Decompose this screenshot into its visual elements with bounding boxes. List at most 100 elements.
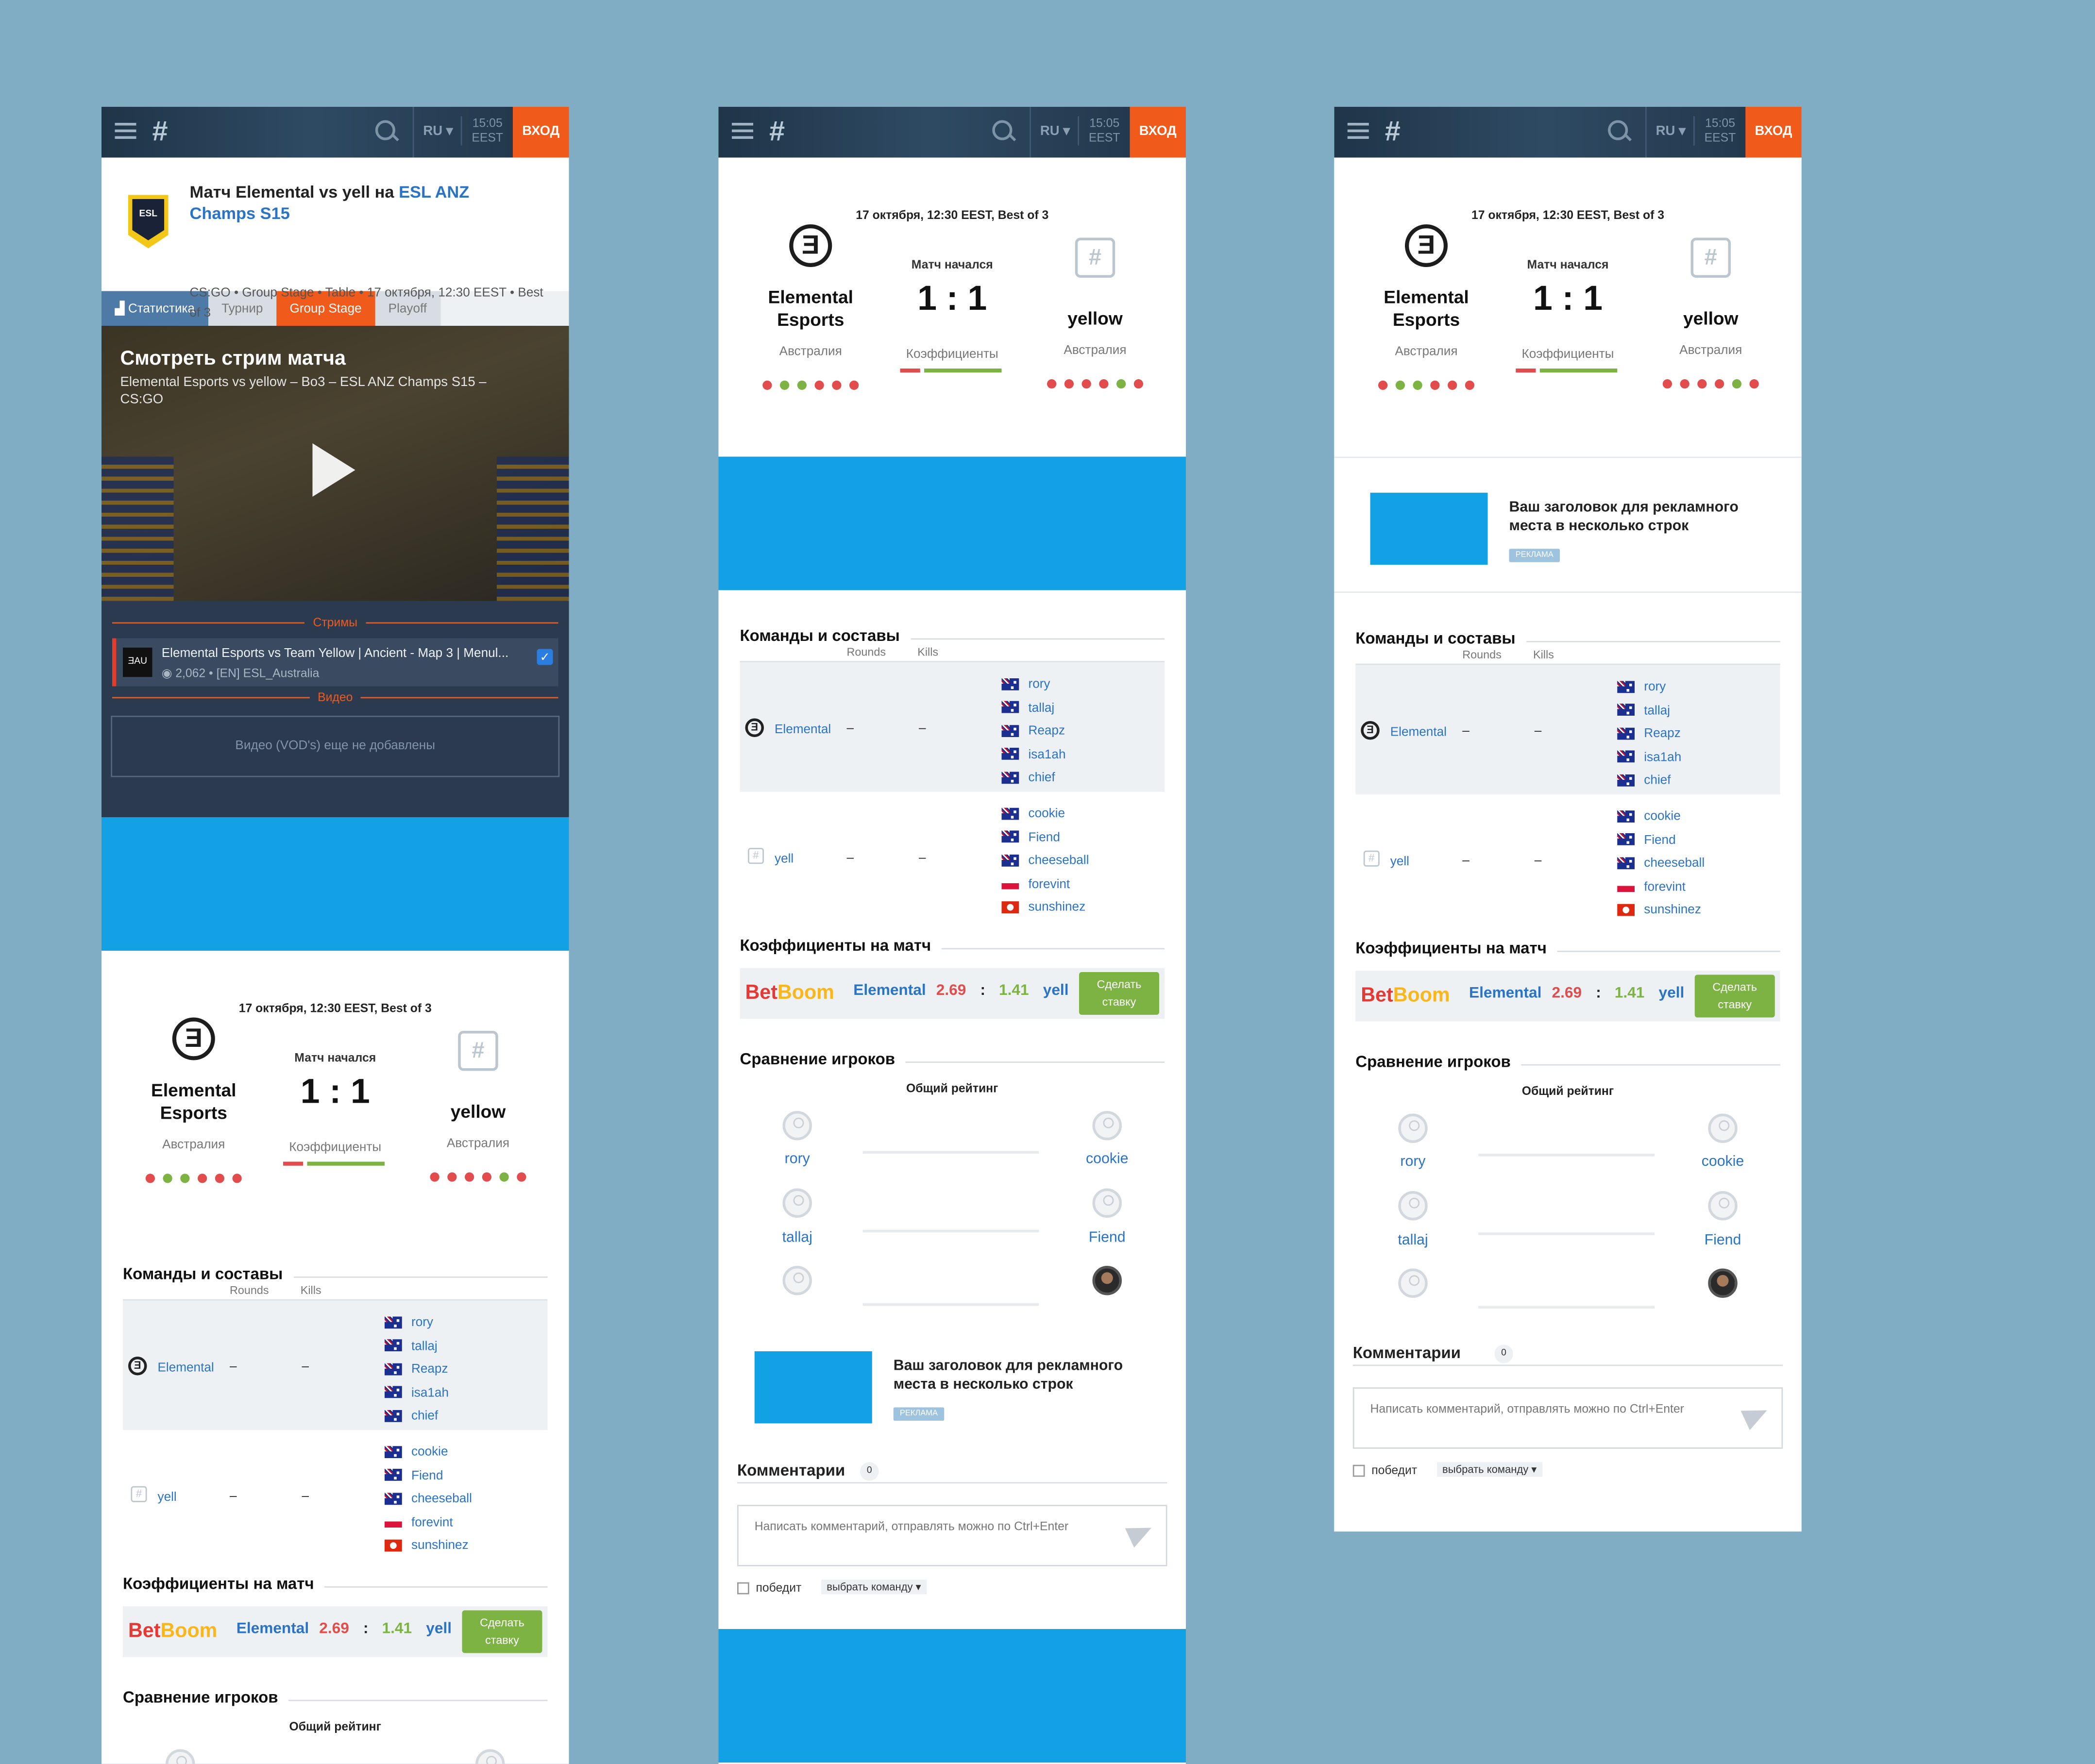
comment-input[interactable]: Написать комментарий, отправлять можно п… xyxy=(1352,1387,1783,1449)
compare-right-player[interactable]: cookie xyxy=(1701,1154,1744,1170)
player-row[interactable]: forevint xyxy=(1617,875,1705,899)
roster-team1-name[interactable]: Elemental xyxy=(775,722,831,737)
tournament-link[interactable]: ESL ANZ Champs S15 xyxy=(189,183,470,223)
team-select[interactable]: выбрать команду ▾ xyxy=(821,1579,927,1595)
roster-team2-name[interactable]: yell xyxy=(1390,855,1409,870)
player-row[interactable]: isa1ah xyxy=(385,1381,449,1405)
ad-card[interactable]: Ваш заголовок для рекламного места в нес… xyxy=(719,1317,1186,1450)
player-row[interactable]: isa1ah xyxy=(1617,746,1681,769)
team1-card[interactable]: Ǝ Elemental Esports Австралия xyxy=(1361,224,1492,397)
play-icon[interactable] xyxy=(312,443,355,497)
player-row[interactable]: isa1ah xyxy=(1001,743,1066,766)
site-logo[interactable]: # xyxy=(769,116,785,147)
player-row[interactable]: Reapz xyxy=(1001,720,1066,743)
site-logo[interactable]: # xyxy=(1385,116,1401,147)
bet-button[interactable]: Сделать ставку xyxy=(1694,974,1775,1018)
player-row[interactable]: chief xyxy=(1001,767,1066,790)
team1-card[interactable]: Ǝ Elemental Esports Австралия xyxy=(128,1017,259,1190)
player-row[interactable]: rory xyxy=(1001,673,1066,696)
tab-playoff[interactable]: Playoff xyxy=(375,291,440,326)
odds-value1[interactable]: 2.69 xyxy=(319,1621,349,1637)
site-logo[interactable]: # xyxy=(152,116,168,147)
player-row[interactable]: cheeseball xyxy=(1617,852,1705,875)
player-row[interactable]: Fiend xyxy=(1001,826,1089,849)
send-icon[interactable] xyxy=(1125,1518,1156,1548)
bet-button[interactable]: Сделать ставку xyxy=(1079,972,1159,1015)
roster-team1-name[interactable]: Elemental xyxy=(157,1361,214,1376)
menu-icon[interactable] xyxy=(1347,123,1369,143)
compare-left-player[interactable]: tallaj xyxy=(1398,1232,1428,1249)
win-checkbox[interactable] xyxy=(1352,1464,1365,1477)
betboom-logo[interactable]: BetBoom xyxy=(1361,984,1450,1007)
login-button[interactable]: ВХОД xyxy=(1130,107,1186,158)
login-button[interactable]: ВХОД xyxy=(513,107,569,158)
roster-team2-name[interactable]: yell xyxy=(775,852,794,867)
check-icon[interactable]: ✓ xyxy=(537,649,553,665)
player-row[interactable]: tallaj xyxy=(1617,699,1681,722)
odds-value2[interactable]: 1.41 xyxy=(1614,985,1645,1002)
player-row[interactable]: rory xyxy=(385,1311,449,1335)
odds-value1[interactable]: 2.69 xyxy=(936,983,966,999)
player-row[interactable]: cookie xyxy=(1001,803,1089,826)
tab-tournament[interactable]: Турнир xyxy=(208,291,276,326)
player-row[interactable]: Reapz xyxy=(385,1358,449,1381)
search-icon[interactable] xyxy=(992,120,1013,140)
ad-banner[interactable] xyxy=(101,817,569,951)
roster-team1-name[interactable]: Elemental xyxy=(1390,725,1447,740)
player-row[interactable]: forevint xyxy=(1001,873,1089,896)
stream-item[interactable]: ƎAU Elemental Esports vs Team Yellow | A… xyxy=(112,638,558,687)
menu-icon[interactable] xyxy=(115,123,136,143)
tab-statistics[interactable]: ▟ Статистика xyxy=(101,291,208,326)
compare-right-player[interactable]: Fiend xyxy=(1704,1232,1741,1249)
language-select[interactable]: RU ▾ xyxy=(412,107,462,158)
compare-left-player[interactable]: rory xyxy=(784,1151,810,1167)
team-select[interactable]: выбрать команду ▾ xyxy=(1437,1462,1542,1477)
betboom-logo[interactable]: BetBoom xyxy=(745,981,834,1004)
ad-banner[interactable] xyxy=(718,456,1186,590)
ad-banner-bottom[interactable] xyxy=(718,1629,1186,1763)
tab-group-stage[interactable]: Group Stage xyxy=(276,291,375,326)
search-icon[interactable] xyxy=(1608,120,1628,140)
player-row[interactable]: cookie xyxy=(385,1441,472,1464)
compare-right-player[interactable]: Fiend xyxy=(1088,1229,1126,1246)
player-row[interactable]: cheeseball xyxy=(1001,849,1089,873)
compare-right-player[interactable]: cookie xyxy=(1086,1151,1129,1167)
roster-team2-name[interactable]: yell xyxy=(157,1490,177,1505)
compare-left-player[interactable]: tallaj xyxy=(782,1229,812,1246)
odds-value2[interactable]: 1.41 xyxy=(382,1621,412,1637)
team2-card[interactable]: # yellow Австралия xyxy=(414,1031,542,1189)
player-row[interactable]: Fiend xyxy=(385,1464,472,1487)
player-row[interactable]: sunshinez xyxy=(1617,899,1705,922)
scoreboard-right xyxy=(497,456,569,601)
video-player[interactable]: Смотреть стрим матча Elemental Esports v… xyxy=(101,326,569,601)
team1-card[interactable]: Ǝ Elemental Esports Австралия xyxy=(745,224,877,397)
player-row[interactable]: forevint xyxy=(385,1511,472,1534)
player-row[interactable]: chief xyxy=(1617,769,1681,792)
menu-icon[interactable] xyxy=(732,123,753,143)
odds-value2[interactable]: 1.41 xyxy=(999,983,1029,999)
compare-left-player[interactable]: rory xyxy=(1400,1154,1426,1170)
win-checkbox[interactable] xyxy=(737,1582,749,1595)
player-row[interactable]: Reapz xyxy=(1617,722,1681,746)
odds-value1[interactable]: 2.69 xyxy=(1552,985,1582,1002)
login-button[interactable]: ВХОД xyxy=(1745,107,1802,158)
player-row[interactable]: cookie xyxy=(1617,805,1705,828)
player-row[interactable]: chief xyxy=(385,1405,449,1428)
player-row[interactable]: cheeseball xyxy=(385,1488,472,1511)
bet-button[interactable]: Сделать ставку xyxy=(462,1610,542,1653)
language-select[interactable]: RU ▾ xyxy=(1030,107,1079,158)
send-icon[interactable] xyxy=(1740,1400,1772,1430)
team2-card[interactable]: # yellow Австралия xyxy=(1647,237,1775,396)
betboom-logo[interactable]: BetBoom xyxy=(128,1620,217,1643)
language-select[interactable]: RU ▾ xyxy=(1645,107,1695,158)
player-row[interactable]: tallaj xyxy=(1001,696,1066,720)
player-row[interactable]: rory xyxy=(1617,676,1681,699)
player-row[interactable]: Fiend xyxy=(1617,828,1705,852)
player-row[interactable]: tallaj xyxy=(385,1335,449,1358)
comment-input[interactable]: Написать комментарий, отправлять можно п… xyxy=(737,1505,1167,1566)
search-icon[interactable] xyxy=(375,120,395,140)
team2-card[interactable]: # yellow Австралия xyxy=(1031,237,1159,396)
player-row[interactable]: sunshinez xyxy=(1001,896,1089,919)
player-row[interactable]: sunshinez xyxy=(385,1534,472,1558)
ad-card[interactable]: Ваш заголовок для рекламного места в нес… xyxy=(1334,456,1802,593)
